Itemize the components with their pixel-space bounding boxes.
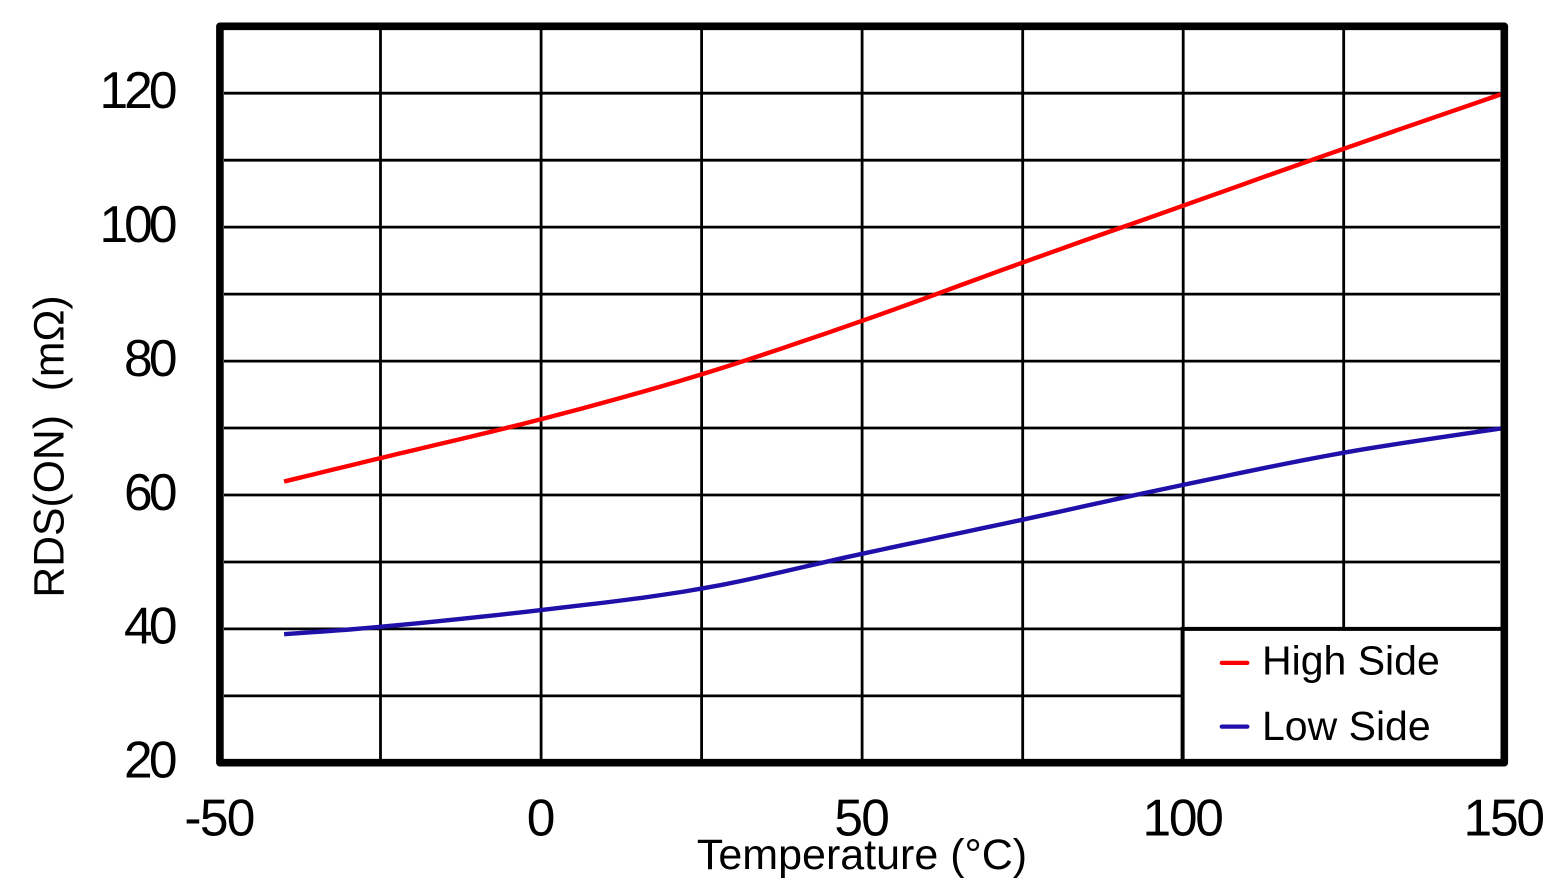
svg-text:50: 50: [834, 788, 890, 846]
svg-text:Temperature (°C): Temperature (°C): [697, 831, 1027, 879]
svg-text:RDS(ON) (mΩ): RDS(ON) (mΩ): [26, 295, 74, 597]
svg-text:120: 120: [100, 61, 178, 119]
svg-text:Low Side: Low Side: [1262, 703, 1431, 749]
svg-text:150: 150: [1464, 788, 1546, 846]
svg-text:-50: -50: [184, 788, 255, 846]
svg-text:60: 60: [124, 463, 178, 521]
svg-text:40: 40: [124, 597, 178, 655]
svg-text:100: 100: [1142, 788, 1224, 846]
svg-text:20: 20: [124, 730, 178, 788]
svg-text:80: 80: [124, 329, 178, 387]
svg-text:100: 100: [100, 195, 178, 253]
svg-text:0: 0: [527, 788, 556, 846]
svg-text:High Side: High Side: [1262, 638, 1440, 684]
